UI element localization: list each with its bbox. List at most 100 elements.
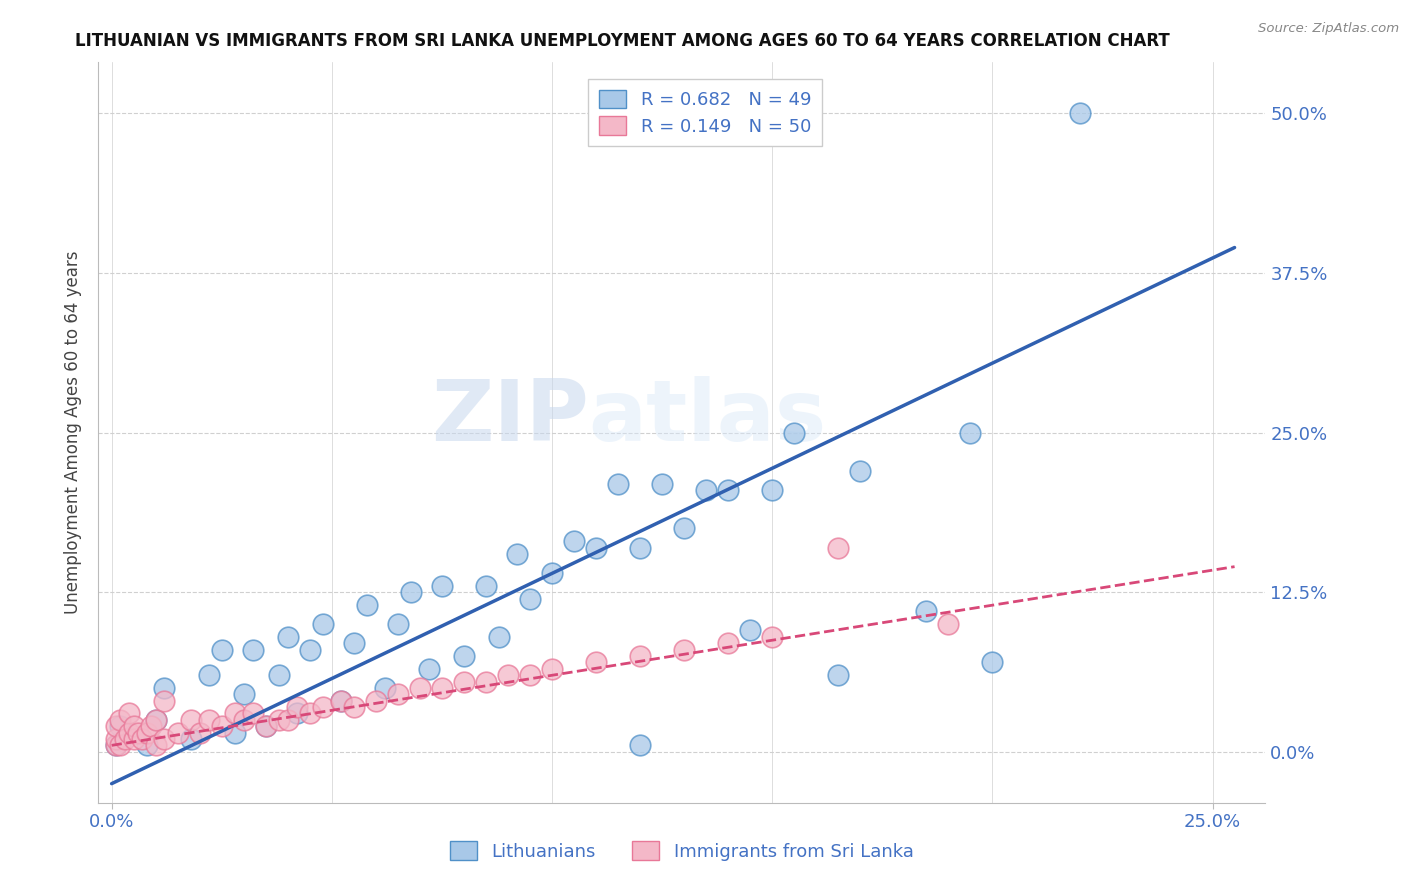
- Point: [506, 547, 529, 561]
- Text: LITHUANIAN VS IMMIGRANTS FROM SRI LANKA UNEMPLOYMENT AMONG AGES 60 TO 64 YEARS C: LITHUANIAN VS IMMIGRANTS FROM SRI LANKA …: [75, 32, 1170, 50]
- Point: [127, 725, 149, 739]
- Point: [453, 674, 475, 689]
- Point: [717, 636, 740, 650]
- Point: [232, 713, 254, 727]
- Point: [475, 674, 498, 689]
- Point: [541, 662, 564, 676]
- Point: [496, 668, 519, 682]
- Point: [783, 425, 806, 440]
- Point: [628, 541, 651, 555]
- Legend: Lithuanians, Immigrants from Sri Lanka: Lithuanians, Immigrants from Sri Lanka: [443, 834, 921, 868]
- Point: [562, 534, 585, 549]
- Point: [343, 636, 366, 650]
- Point: [418, 662, 440, 676]
- Point: [312, 700, 335, 714]
- Point: [475, 579, 498, 593]
- Point: [242, 706, 264, 721]
- Point: [409, 681, 432, 695]
- Point: [740, 624, 762, 638]
- Point: [585, 541, 607, 555]
- Point: [541, 566, 564, 580]
- Point: [651, 476, 673, 491]
- Point: [180, 731, 202, 746]
- Point: [519, 668, 541, 682]
- Point: [519, 591, 541, 606]
- Point: [145, 713, 167, 727]
- Point: [105, 731, 128, 746]
- Point: [387, 617, 409, 632]
- Point: [211, 642, 233, 657]
- Point: [453, 648, 475, 663]
- Point: [628, 648, 651, 663]
- Point: [285, 706, 308, 721]
- Point: [374, 681, 396, 695]
- Point: [399, 585, 422, 599]
- Point: [673, 521, 696, 535]
- Point: [387, 687, 409, 701]
- Point: [141, 719, 163, 733]
- Point: [118, 725, 141, 739]
- Point: [277, 713, 299, 727]
- Point: [242, 642, 264, 657]
- Point: [153, 681, 176, 695]
- Point: [827, 541, 849, 555]
- Point: [761, 483, 783, 497]
- Point: [131, 731, 153, 746]
- Point: [695, 483, 717, 497]
- Point: [827, 668, 849, 682]
- Point: [180, 713, 202, 727]
- Point: [285, 700, 308, 714]
- Point: [153, 731, 176, 746]
- Point: [430, 681, 453, 695]
- Point: [122, 719, 145, 733]
- Text: Source: ZipAtlas.com: Source: ZipAtlas.com: [1258, 22, 1399, 36]
- Point: [110, 739, 132, 753]
- Point: [145, 739, 167, 753]
- Point: [329, 694, 352, 708]
- Point: [1069, 106, 1091, 120]
- Point: [959, 425, 981, 440]
- Point: [135, 739, 157, 753]
- Text: ZIP: ZIP: [430, 376, 589, 459]
- Point: [364, 694, 387, 708]
- Point: [267, 713, 290, 727]
- Point: [298, 706, 321, 721]
- Point: [267, 668, 290, 682]
- Point: [122, 731, 145, 746]
- Point: [254, 719, 277, 733]
- Point: [118, 706, 141, 721]
- Point: [607, 476, 630, 491]
- Point: [277, 630, 299, 644]
- Point: [628, 739, 651, 753]
- Point: [430, 579, 453, 593]
- Point: [343, 700, 366, 714]
- Point: [110, 713, 132, 727]
- Point: [915, 604, 938, 618]
- Point: [197, 713, 219, 727]
- Point: [110, 719, 132, 733]
- Point: [849, 464, 872, 478]
- Point: [488, 630, 510, 644]
- Point: [356, 598, 378, 612]
- Point: [105, 739, 128, 753]
- Point: [224, 706, 246, 721]
- Point: [312, 617, 335, 632]
- Y-axis label: Unemployment Among Ages 60 to 64 years: Unemployment Among Ages 60 to 64 years: [65, 251, 83, 615]
- Point: [298, 642, 321, 657]
- Point: [197, 668, 219, 682]
- Point: [153, 694, 176, 708]
- Point: [254, 719, 277, 733]
- Point: [936, 617, 959, 632]
- Point: [114, 731, 136, 746]
- Point: [761, 630, 783, 644]
- Point: [673, 642, 696, 657]
- Point: [717, 483, 740, 497]
- Point: [188, 725, 211, 739]
- Point: [981, 656, 1004, 670]
- Point: [105, 719, 128, 733]
- Point: [135, 725, 157, 739]
- Point: [166, 725, 188, 739]
- Point: [211, 719, 233, 733]
- Point: [145, 713, 167, 727]
- Point: [224, 725, 246, 739]
